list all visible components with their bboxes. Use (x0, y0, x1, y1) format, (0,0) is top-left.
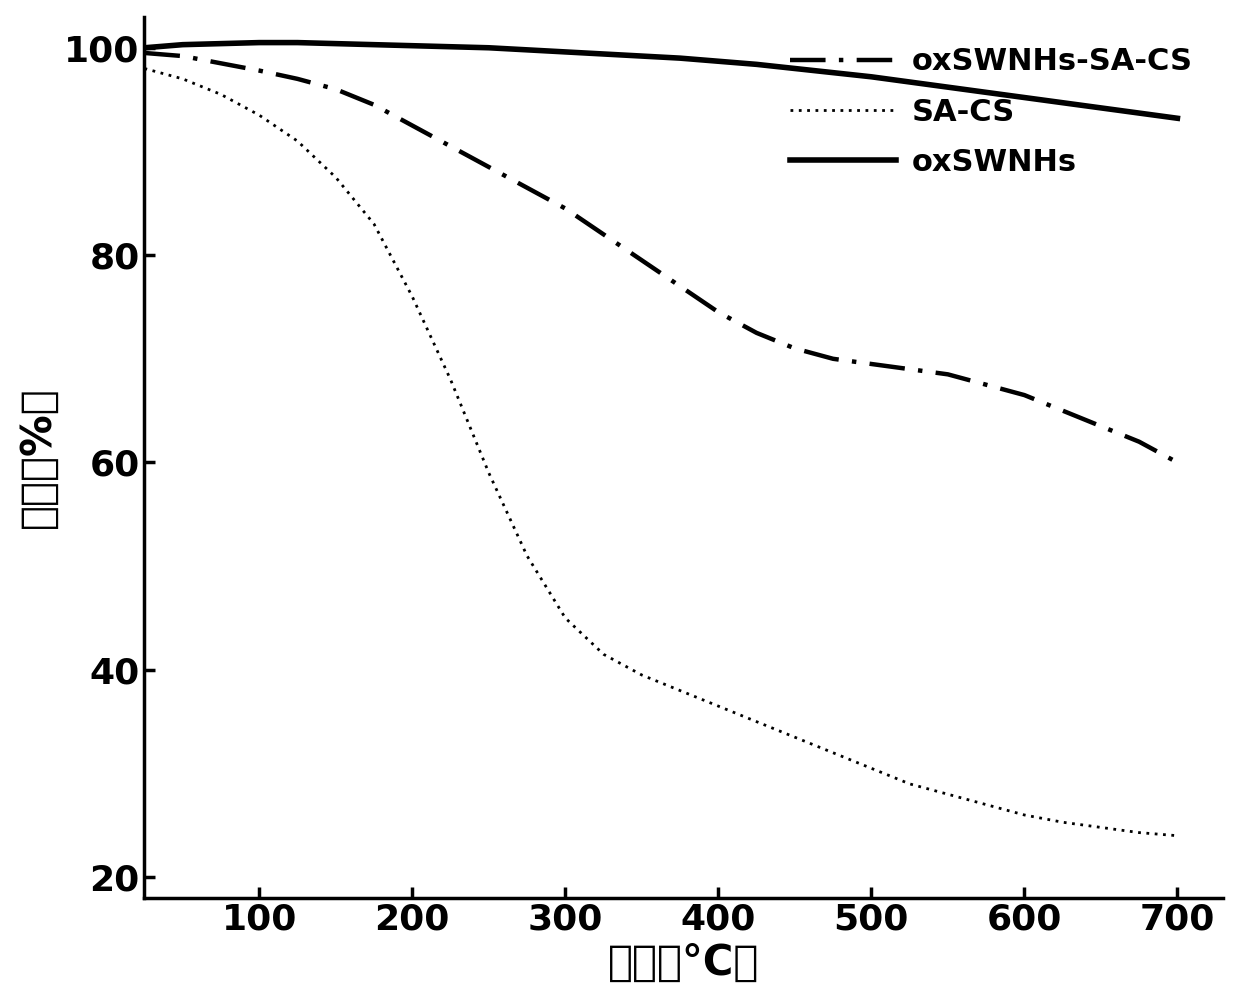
oxSWNHs-SA-CS (367, 99, 382, 111)
oxSWNHs-SA-CS (290, 73, 305, 85)
oxSWNHs (749, 58, 764, 70)
oxSWNHs-SA-CS (635, 254, 650, 266)
oxSWNHs-SA-CS (175, 50, 190, 62)
oxSWNHs-SA-CS (672, 280, 687, 292)
SA-CS (404, 290, 419, 302)
SA-CS (481, 466, 496, 478)
Legend: oxSWNHs-SA-CS, SA-CS, oxSWNHs: oxSWNHs-SA-CS, SA-CS, oxSWNHs (774, 32, 1208, 192)
SA-CS (329, 171, 343, 183)
oxSWNHs-SA-CS (864, 358, 879, 370)
oxSWNHs (903, 76, 918, 88)
SA-CS (136, 62, 151, 74)
oxSWNHs (940, 81, 955, 93)
oxSWNHs (367, 39, 382, 51)
oxSWNHs-SA-CS (213, 57, 228, 69)
oxSWNHs (596, 48, 611, 60)
oxSWNHs (978, 86, 993, 98)
SA-CS (252, 109, 267, 121)
SA-CS (443, 373, 458, 385)
SA-CS (635, 669, 650, 681)
oxSWNHs-SA-CS (826, 352, 841, 364)
SA-CS (1055, 816, 1070, 828)
oxSWNHs (864, 71, 879, 83)
SA-CS (596, 649, 611, 661)
SA-CS (1094, 822, 1109, 834)
oxSWNHs (213, 38, 228, 50)
oxSWNHs-SA-CS (443, 140, 458, 152)
oxSWNHs-SA-CS (481, 161, 496, 173)
oxSWNHs-SA-CS (903, 363, 918, 375)
oxSWNHs-SA-CS (787, 342, 802, 354)
SA-CS (1171, 830, 1185, 842)
oxSWNHs-SA-CS (978, 378, 993, 390)
SA-CS (749, 716, 764, 728)
oxSWNHs (558, 46, 573, 58)
SA-CS (558, 612, 573, 624)
oxSWNHs (481, 42, 496, 54)
oxSWNHs-SA-CS (252, 65, 267, 77)
oxSWNHs (290, 37, 305, 49)
oxSWNHs-SA-CS (520, 182, 534, 194)
SA-CS (711, 700, 725, 712)
Line: oxSWNHs: oxSWNHs (144, 43, 1178, 118)
oxSWNHs-SA-CS (404, 119, 419, 131)
oxSWNHs-SA-CS (1017, 389, 1032, 401)
Line: SA-CS: SA-CS (144, 68, 1178, 836)
oxSWNHs (1094, 102, 1109, 114)
SA-CS (826, 747, 841, 759)
Y-axis label: 重量（%）: 重量（%） (16, 386, 58, 529)
oxSWNHs (520, 44, 534, 56)
oxSWNHs (175, 39, 190, 51)
oxSWNHs-SA-CS (711, 306, 725, 318)
SA-CS (367, 218, 382, 230)
SA-CS (1017, 809, 1032, 821)
oxSWNHs (136, 42, 151, 54)
SA-CS (1132, 827, 1147, 839)
oxSWNHs-SA-CS (1171, 456, 1185, 468)
oxSWNHs-SA-CS (329, 83, 343, 95)
SA-CS (940, 788, 955, 800)
oxSWNHs (672, 52, 687, 64)
oxSWNHs-SA-CS (1055, 404, 1070, 416)
SA-CS (903, 778, 918, 790)
oxSWNHs-SA-CS (558, 202, 573, 214)
oxSWNHs (826, 67, 841, 79)
oxSWNHs-SA-CS (940, 368, 955, 380)
oxSWNHs (1171, 112, 1185, 124)
oxSWNHs (329, 38, 343, 50)
SA-CS (787, 731, 802, 743)
SA-CS (978, 799, 993, 811)
SA-CS (520, 550, 534, 562)
oxSWNHs-SA-CS (136, 47, 151, 59)
oxSWNHs (1055, 97, 1070, 109)
Line: oxSWNHs-SA-CS: oxSWNHs-SA-CS (144, 53, 1178, 462)
oxSWNHs-SA-CS (1132, 435, 1147, 447)
SA-CS (672, 685, 687, 697)
oxSWNHs (1132, 107, 1147, 119)
oxSWNHs (1017, 91, 1032, 103)
oxSWNHs-SA-CS (1094, 420, 1109, 432)
SA-CS (864, 763, 879, 775)
oxSWNHs (711, 55, 725, 67)
oxSWNHs (635, 50, 650, 62)
oxSWNHs (443, 41, 458, 53)
oxSWNHs-SA-CS (749, 327, 764, 339)
oxSWNHs (252, 37, 267, 49)
oxSWNHs (787, 62, 802, 74)
oxSWNHs-SA-CS (596, 228, 611, 240)
SA-CS (290, 135, 305, 147)
oxSWNHs (404, 40, 419, 52)
SA-CS (213, 88, 228, 100)
X-axis label: 温度（°C）: 温度（°C） (608, 942, 760, 984)
SA-CS (175, 73, 190, 85)
